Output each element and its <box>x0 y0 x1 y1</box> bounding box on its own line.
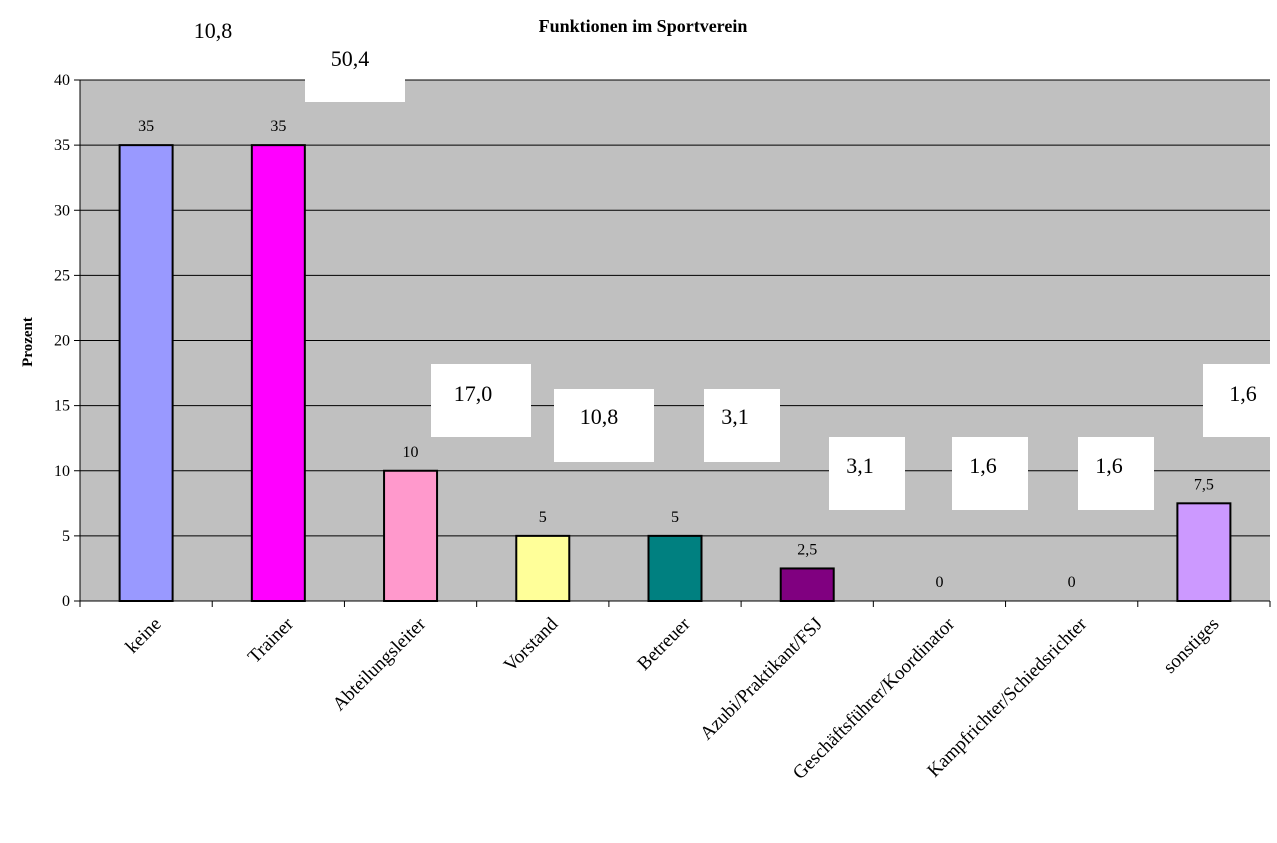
bar <box>250 144 306 602</box>
x-category-label: keine <box>122 614 166 658</box>
overlay-label: 1,6 <box>969 453 997 478</box>
data-label: 35 <box>138 118 154 135</box>
overlay-label-box <box>829 437 905 510</box>
x-category-label: sonstiges <box>1159 614 1223 678</box>
y-tick-label: 10 <box>54 463 70 480</box>
bar <box>647 534 703 602</box>
y-tick-label: 30 <box>54 202 70 219</box>
overlay-label: 50,4 <box>331 46 370 71</box>
y-tick-label: 0 <box>62 593 70 610</box>
bar <box>383 469 439 602</box>
plot-area: 0 5 10 15 20 25 30 35 40 35 keine 35 Trainer 10 Abteil… <box>54 72 1271 784</box>
bar <box>118 144 174 602</box>
overlay-label: 1,6 <box>1095 453 1123 478</box>
overlay-label-box <box>1078 437 1154 510</box>
bar <box>779 567 835 602</box>
data-label: 10 <box>403 444 419 461</box>
data-label: 2,5 <box>797 541 817 558</box>
y-tick-label: 20 <box>54 333 70 350</box>
overlay-label-box <box>1203 364 1277 437</box>
data-label: 5 <box>671 509 679 526</box>
overlay-label: 1,6 <box>1229 381 1257 406</box>
overlay-label: 17,0 <box>454 381 493 406</box>
overlay-label: 10,8 <box>580 404 619 429</box>
y-tick-label: 40 <box>54 72 70 89</box>
overlay-label-box <box>431 364 531 437</box>
x-category-label: Betreuer <box>633 613 695 675</box>
overlay-label-box <box>704 389 780 462</box>
bar <box>515 534 571 602</box>
x-category-label: Azubi/Praktikant/FSJ <box>696 614 827 745</box>
x-category-label: Abteilungsleiter <box>329 613 431 715</box>
y-tick-label: 25 <box>54 267 70 284</box>
y-axis-label: Prozent <box>20 317 36 367</box>
y-tick-label: 15 <box>54 398 70 415</box>
overlay-label-box <box>554 389 654 462</box>
data-label: 35 <box>270 118 286 135</box>
chart-title: Funktionen im Sportverein <box>539 16 748 36</box>
bar <box>1176 502 1232 602</box>
x-category-label: Vorstand <box>500 613 563 676</box>
overlay-label-box <box>165 12 260 50</box>
overlay-label: 3,1 <box>846 453 874 478</box>
y-tick-label: 5 <box>62 528 70 545</box>
data-label: 0 <box>1068 574 1076 591</box>
overlay-label-box <box>952 437 1028 510</box>
overlay-label-box <box>305 40 405 102</box>
data-label: 0 <box>935 574 943 591</box>
overlay-label: 10,8 <box>194 18 233 43</box>
overlay-labels: 10,8 50,4 17,0 10,8 3,1 3,1 1,6 1,6 1,6 <box>165 12 1277 510</box>
data-label: 7,5 <box>1194 476 1214 493</box>
y-tick-label: 35 <box>54 137 70 154</box>
overlay-label: 3,1 <box>721 404 749 429</box>
data-label: 5 <box>539 509 547 526</box>
x-category-label: Trainer <box>244 613 298 667</box>
